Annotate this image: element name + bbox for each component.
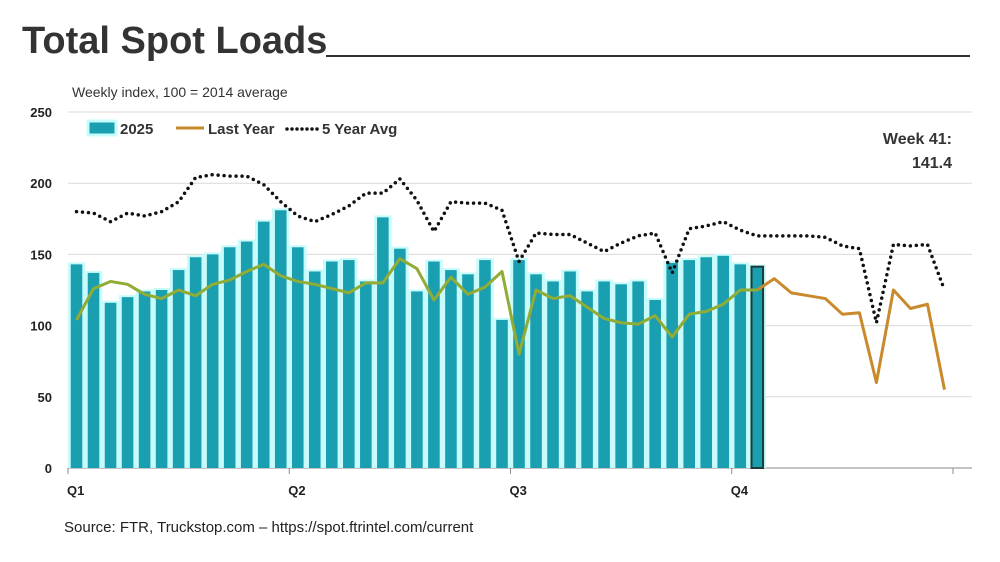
bar-week-2 [87,272,100,468]
bar-week-26 [496,319,508,468]
y-tick-label: 50 [38,390,52,405]
legend-label-last-year: Last Year [208,121,275,138]
y-tick-label: 250 [30,105,52,120]
bar-week-18 [360,281,372,468]
bar-week-10 [223,247,236,468]
callout-week: Week 41: [882,131,952,148]
bar-week-11 [240,241,253,468]
callout-value: 141.4 [911,155,952,172]
x-tick-label: Q2 [288,483,305,498]
bar-week-16 [326,261,338,468]
bar-week-33 [615,284,627,468]
bar-week-34 [632,281,644,468]
legend-label-2025: 2025 [120,121,153,138]
bar-week-20 [394,248,406,468]
bar-week-23 [445,270,457,468]
bar-week-28 [530,274,542,468]
bar-week-27 [513,260,525,468]
bar-week-37 [683,260,695,468]
y-tick-label: 150 [30,247,52,262]
bar-week-9 [206,254,219,468]
bar-week-38 [700,257,713,468]
bar-week-17 [343,260,355,468]
bar-week-15 [308,271,321,468]
bar-week-35 [649,299,661,468]
bar-week-29 [547,281,559,468]
title-rule [326,55,970,57]
y-tick-label: 100 [30,319,52,334]
bar-week-24 [462,274,474,468]
legend-label-5-year-avg: 5 Year Avg [322,121,397,138]
bar-week-14 [291,247,304,468]
bar-week-22 [428,261,440,468]
legend-swatch-2025 [86,119,118,137]
chart-subtitle: Weekly index, 100 = 2014 average [72,84,288,100]
bar-week-40 [734,264,747,468]
x-tick-label: Q1 [67,483,84,498]
y-tick-label: 0 [45,461,52,476]
bar-week-3 [104,302,117,468]
bar-week-41 [750,265,765,469]
bar-week-39 [717,255,730,468]
bar-week-21 [411,291,423,468]
bar-week-8 [189,257,202,468]
bar-week-31 [581,291,593,468]
bar-week-1 [70,264,83,468]
bar-week-13 [274,210,287,469]
bar-week-32 [598,281,610,468]
bar-week-5 [138,291,151,468]
bar-week-7 [172,270,185,468]
bar-week-4 [121,297,134,468]
bar-week-25 [479,260,491,468]
bar-week-6 [155,290,168,468]
bar-week-12 [257,221,270,468]
source-note: Source: FTR, Truckstop.com – https://spo… [64,519,474,536]
y-tick-label: 200 [30,176,52,191]
line-5-year-avg [74,172,947,324]
x-tick-label: Q4 [731,483,749,498]
chart-title: Total Spot Loads [22,20,328,62]
bar-week-19 [377,217,389,468]
bar-week-30 [564,271,576,468]
line-last-year-overlap [75,257,758,356]
x-tick-label: Q3 [510,483,527,498]
bar-week-36 [666,262,678,468]
week-callout: Week 41: 141.4 [883,128,952,176]
